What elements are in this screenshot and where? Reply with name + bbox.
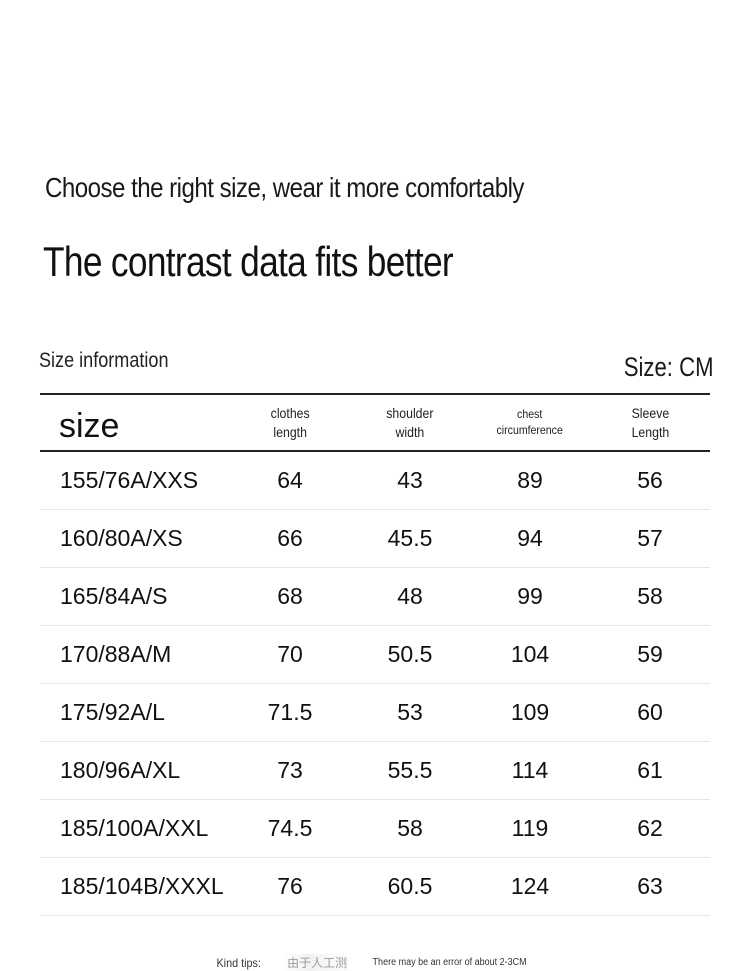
chest-circumference-cell: 119: [511, 814, 549, 841]
chest-circumference-cell: 114: [511, 756, 549, 783]
clothes-length-cell: 73: [277, 756, 303, 783]
kind-tips-note: There may be an error of about 2-3CM: [372, 957, 528, 968]
size-cell: 175/92A/L: [60, 698, 165, 725]
size-chart-body: 155/76A/XXS 64 43 89 56 160/80A/XS 66 45…: [40, 451, 710, 915]
size-cell: 185/100A/XXL: [60, 814, 209, 841]
table-row: 165/84A/S 68 48 99 58: [40, 567, 710, 625]
clothes-length-cell: 70: [277, 640, 303, 667]
chest-circumference-cell: 124: [510, 872, 550, 899]
header-sleeve-length: Sleeve Length: [590, 394, 710, 451]
header-chest-circumference: chest circumference: [470, 394, 590, 451]
size-chart-header: size clothes length shoulder width chest…: [40, 394, 710, 451]
header-clothes-length: clothes length: [230, 394, 350, 451]
table-row: 170/88A/M 70 50.5 104 59: [40, 625, 710, 683]
sleeve-length-cell: 60: [637, 698, 663, 725]
shoulder-width-cell: 53: [397, 698, 423, 725]
clothes-length-cell: 71.5: [267, 698, 313, 725]
sleeve-length-cell: 61: [637, 756, 663, 783]
clothes-length-cell: 64: [277, 466, 303, 493]
kind-tips-label: Kind tips:: [216, 955, 262, 970]
table-row: 185/104B/XXXL 76 60.5 124 63: [40, 857, 710, 915]
sleeve-length-cell: 63: [637, 872, 663, 899]
table-row: 175/92A/L 71.5 53 109 60: [40, 683, 710, 741]
clothes-length-cell: 68: [277, 582, 303, 609]
kind-tips-chinese-text: 由于人工测: [281, 954, 354, 971]
sleeve-length-cell: 59: [637, 640, 663, 667]
chest-circumference-cell: 99: [517, 582, 543, 609]
header-size: size: [59, 407, 120, 445]
size-cell: 185/104B/XXXL: [60, 872, 224, 899]
shoulder-width-cell: 48: [397, 582, 423, 609]
sleeve-length-cell: 62: [637, 814, 663, 841]
clothes-length-cell: 76: [277, 872, 303, 899]
shoulder-width-cell: 58: [397, 814, 423, 841]
sleeve-length-cell: 57: [637, 524, 663, 551]
shoulder-width-cell: 45.5: [387, 524, 433, 551]
shoulder-width-cell: 50.5: [387, 640, 433, 667]
header-sleeve-length-label: Sleeve Length: [631, 404, 669, 440]
headline-secondary: The contrast data fits better: [43, 238, 454, 285]
table-row: 180/96A/XL 73 55.5 114 61: [40, 741, 710, 799]
unit-label: Size: CM: [624, 352, 714, 382]
table-row: 160/80A/XS 66 45.5 94 57: [40, 509, 710, 567]
clothes-length-cell: 74.5: [267, 814, 313, 841]
table-row: 185/100A/XXL 74.5 58 119 62: [40, 799, 710, 857]
size-cell: 165/84A/S: [60, 582, 168, 609]
header-clothes-length-label: clothes length: [270, 404, 310, 440]
shoulder-width-cell: 55.5: [387, 756, 433, 783]
size-cell: 180/96A/XL: [60, 756, 181, 783]
chest-circumference-cell: 94: [517, 524, 543, 551]
size-information-label: Size information: [39, 349, 169, 372]
shoulder-width-cell: 60.5: [387, 872, 433, 899]
clothes-length-cell: 66: [277, 524, 303, 551]
header-shoulder-width-label: shoulder width: [386, 404, 434, 440]
size-cell: 160/80A/XS: [60, 524, 183, 551]
header-row: size clothes length shoulder width chest…: [40, 394, 710, 451]
shoulder-width-cell: 43: [397, 466, 423, 493]
chest-circumference-cell: 104: [510, 640, 550, 667]
size-cell: 155/76A/XXS: [60, 466, 199, 493]
chest-circumference-cell: 109: [510, 698, 550, 725]
size-chart-table: size clothes length shoulder width chest…: [40, 393, 710, 916]
table-row: 155/76A/XXS 64 43 89 56: [40, 451, 710, 509]
sleeve-length-cell: 58: [637, 582, 663, 609]
kind-tips-footer: Kind tips: 由于人工测 There may be an error o…: [0, 954, 750, 971]
sleeve-length-cell: 56: [637, 466, 663, 493]
size-cell: 170/88A/M: [60, 640, 172, 667]
header-chest-circumference-label: chest circumference: [496, 407, 564, 437]
chest-circumference-cell: 89: [517, 466, 543, 493]
header-shoulder-width: shoulder width: [350, 394, 470, 451]
headline-primary: Choose the right size, wear it more comf…: [45, 172, 524, 203]
